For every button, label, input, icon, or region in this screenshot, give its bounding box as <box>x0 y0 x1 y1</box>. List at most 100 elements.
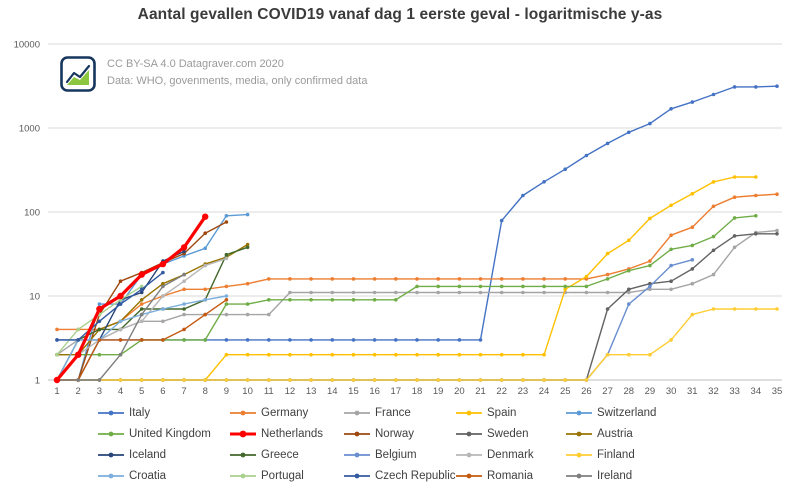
series-point-italy <box>690 100 695 104</box>
series-point-spain <box>224 352 229 357</box>
series-point-germany <box>224 284 229 289</box>
series-point-germany <box>288 277 292 281</box>
legend-marker-icon <box>98 452 124 458</box>
y-tick-label: 10000 <box>14 40 40 51</box>
series-point-croatia <box>182 302 186 306</box>
series-point-czech-republic <box>55 338 59 342</box>
legend-marker-dot <box>239 430 247 438</box>
series-point-croatia <box>161 307 165 311</box>
x-tick-label: 32 <box>708 386 719 397</box>
x-tick-label: 23 <box>518 386 529 397</box>
series-point-czech-republic <box>161 270 165 275</box>
series-point-united-kingdom <box>605 277 610 281</box>
series-point-italy <box>499 218 504 223</box>
legend-label: Netherlands <box>261 428 324 440</box>
legend-marker-icon <box>230 430 256 438</box>
series-point-finland <box>690 312 695 317</box>
series-point-united-kingdom <box>309 298 313 302</box>
series-point-croatia <box>203 298 207 302</box>
series-point-czech-republic <box>97 319 102 324</box>
datagraver-logo-icon <box>60 56 96 92</box>
legend-label: Norway <box>375 428 414 440</box>
series-point-spain <box>372 352 377 357</box>
series-point-romania <box>224 298 229 302</box>
series-point-united-kingdom <box>415 284 419 289</box>
series-point-united-kingdom <box>627 268 631 273</box>
series-point-finland <box>415 378 419 382</box>
series-point-france <box>309 290 313 295</box>
series-point-italy <box>584 153 589 158</box>
legend-item-norway: Norway <box>344 425 456 443</box>
legend-label: Greece <box>261 449 299 461</box>
legend-marker-icon <box>344 431 370 437</box>
series-point-italy <box>648 121 652 126</box>
series-point-france <box>351 290 356 295</box>
legend-item-united-kingdom: United Kingdom <box>98 425 230 443</box>
series-point-france <box>478 290 483 295</box>
series-point-germany <box>436 277 441 281</box>
series-point-romania <box>97 338 102 342</box>
series-point-austria <box>245 242 250 247</box>
series-point-spain <box>457 352 462 357</box>
series-point-finland <box>394 378 398 382</box>
series-point-finland <box>754 307 758 311</box>
legend-marker-icon <box>566 452 592 458</box>
series-point-germany <box>415 277 419 281</box>
series-point-finland <box>648 352 652 357</box>
series-point-germany <box>478 277 483 281</box>
legend-label: Romania <box>487 470 534 482</box>
series-point-italy <box>732 85 737 89</box>
legend-item-france: France <box>344 404 456 422</box>
series-point-portugal <box>139 284 144 289</box>
legend-marker-dot <box>354 431 360 437</box>
legend-item-sweden: Sweden <box>456 425 566 443</box>
chart-legend: Italy Germany France Spain Switzerland United… <box>98 404 696 485</box>
legend-marker-dot <box>108 431 114 437</box>
legend-marker-dot <box>466 410 472 416</box>
series-point-netherlands <box>96 305 103 313</box>
series-point-italy <box>436 338 441 342</box>
series-point-united-kingdom <box>648 263 652 268</box>
series-point-austria <box>139 298 144 302</box>
series-point-netherlands <box>53 376 61 384</box>
series-point-sweden <box>732 234 737 238</box>
series-point-spain <box>584 274 589 279</box>
series-point-united-kingdom <box>372 298 377 302</box>
series-point-romania <box>182 327 186 332</box>
series-point-germany <box>711 204 716 209</box>
series-point-united-kingdom <box>457 284 462 289</box>
x-tick-label: 29 <box>645 386 656 397</box>
x-tick-label: 20 <box>454 386 465 397</box>
series-line-italy <box>56 85 778 341</box>
legend-marker-dot <box>354 410 360 416</box>
series-point-germany <box>139 302 144 306</box>
series-point-greece <box>97 327 102 332</box>
legend-label: Spain <box>487 407 517 419</box>
series-point-norway <box>224 220 229 224</box>
series-point-netherlands <box>138 271 145 278</box>
legend-item-italy: Italy <box>98 404 230 422</box>
legend-marker-dot <box>576 410 582 416</box>
series-point-germany <box>372 277 377 281</box>
series-point-italy <box>627 130 631 135</box>
series-point-united-kingdom <box>711 234 716 239</box>
series-point-denmark <box>224 256 229 261</box>
series-point-germany <box>542 277 546 281</box>
series-point-czech-republic <box>76 338 80 342</box>
watermark: CC BY-SA 4.0 Datagraver.com 2020 Data: W… <box>60 56 367 92</box>
x-tick-label: 14 <box>327 386 338 397</box>
series-point-spain <box>627 238 631 243</box>
legend-label: Czech Republic <box>375 470 456 482</box>
series-point-france <box>457 290 462 295</box>
legend-marker-dot <box>240 452 246 458</box>
x-tick-label: 10 <box>242 386 253 397</box>
series-point-italy <box>245 338 250 342</box>
x-tick-label: 33 <box>729 386 740 397</box>
legend-item-spain: Spain <box>456 404 566 422</box>
series-point-spain <box>669 203 673 208</box>
legend-label: Finland <box>597 449 635 461</box>
series-point-italy <box>309 338 313 342</box>
series-point-spain <box>330 352 335 357</box>
series-point-italy <box>457 338 462 342</box>
